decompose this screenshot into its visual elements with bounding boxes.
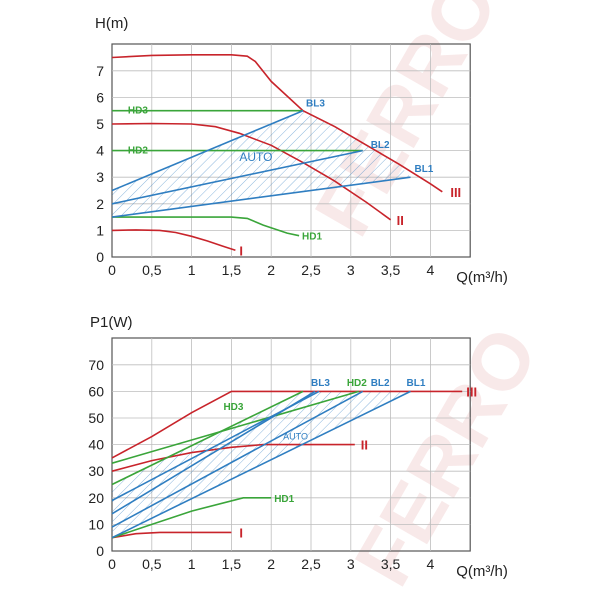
- series-line-hd3: [111, 390, 304, 486]
- x-tick-label: 2,5: [301, 262, 321, 278]
- series-label-hd1: HD1: [274, 494, 294, 505]
- series-label-bl1: BL1: [407, 378, 426, 389]
- series-line-i: [111, 531, 232, 539]
- series-line-bl1: [111, 176, 411, 218]
- x-tick-label: 2,5: [301, 556, 321, 572]
- y-tick-label: 4: [96, 143, 104, 159]
- y-tick-label: 5: [96, 116, 104, 132]
- series-line-ii: [111, 122, 392, 221]
- x-tick-label: 4: [427, 262, 435, 278]
- series-label-bl2: BL2: [371, 378, 390, 389]
- series-label-hd3: HD3: [128, 106, 148, 117]
- x-tick-label: 0: [108, 262, 116, 278]
- x-tick-label: 1,5: [222, 262, 242, 278]
- y-tick-label: 0: [96, 543, 104, 559]
- series-line-iii: [111, 54, 443, 193]
- series-line-bl2: [111, 149, 363, 205]
- y-tick-label: 3: [96, 169, 104, 185]
- y-axis-label: P1(W): [90, 314, 133, 331]
- series-label-hd2: HD2: [128, 146, 148, 157]
- series-label-hd1: HD1: [302, 232, 322, 243]
- x-axis-label: Q(m³/h): [456, 563, 508, 580]
- y-axis-label: H(m): [95, 15, 128, 32]
- series-label-ii: II: [361, 438, 368, 453]
- x-tick-label: 0,5: [142, 262, 162, 278]
- auto-label: AUTO: [283, 431, 308, 441]
- y-tick-label: 20: [88, 490, 104, 506]
- series-label-hd2: HD2: [347, 378, 367, 389]
- series-line-hd1: [112, 216, 300, 237]
- y-tick-label: 7: [96, 63, 104, 79]
- series-line-bl3: [111, 109, 304, 192]
- y-tick-label: 10: [88, 516, 104, 532]
- x-tick-label: 3,5: [381, 556, 401, 572]
- y-tick-label: 0: [96, 249, 104, 265]
- series-line-bl1: [111, 390, 411, 539]
- x-tick-label: 1,5: [222, 556, 242, 572]
- series-label-hd3: HD3: [223, 402, 243, 413]
- series-label-bl1: BL1: [414, 164, 433, 175]
- x-axis-label: Q(m³/h): [456, 269, 508, 286]
- x-tick-label: 2: [267, 262, 275, 278]
- y-tick-label: 70: [88, 357, 104, 373]
- x-tick-label: 1: [188, 556, 196, 572]
- x-tick-label: 3: [347, 262, 355, 278]
- series-line-hd2: [111, 390, 360, 464]
- series-line-iii: [111, 390, 463, 459]
- x-tick-label: 3,5: [381, 262, 401, 278]
- y-tick-label: 2: [96, 196, 104, 212]
- series-label-iii: III: [450, 185, 461, 200]
- series-line-bl-low: [111, 390, 320, 502]
- series-label-ii: II: [397, 213, 404, 228]
- x-tick-label: 1: [188, 262, 196, 278]
- series-label-bl3: BL3: [306, 99, 325, 110]
- series-line-bl2: [111, 390, 364, 528]
- head-flow-chart: 0 0,5 1 1,5 2 2,5 3 3,5 4 0 1 2 3 4 5 6 7 H(m) Q(m³/h) AUTO…: [95, 15, 508, 286]
- series-line-ii: [111, 443, 355, 472]
- y-tick-label: 1: [96, 222, 104, 238]
- y-tick-label: 6: [96, 89, 104, 105]
- power-flow-chart: 0 0,5 1 1,5 2 2,5 3 3,5 4010203040506070P1(W)Q(m…: [88, 314, 507, 580]
- y-tick-label: 60: [88, 383, 104, 399]
- x-tick-label: 0: [108, 556, 116, 572]
- x-tick-label: 2: [267, 556, 275, 572]
- y-tick-label: 50: [88, 410, 104, 426]
- series-label-iii: III: [466, 384, 477, 399]
- series-line-i: [111, 229, 236, 252]
- series-line-hd1: [111, 497, 272, 539]
- x-tick-label: 4: [427, 556, 435, 572]
- series-label-bl2: BL2: [371, 140, 390, 151]
- series-label-i: I: [239, 243, 243, 258]
- x-tick-label: 3: [347, 556, 355, 572]
- series-label-i: I: [239, 525, 243, 540]
- y-tick-label: 30: [88, 463, 104, 479]
- x-tick-label: 0,5: [142, 556, 162, 572]
- series-label-bl3: BL3: [311, 378, 330, 389]
- auto-region: [112, 110, 411, 218]
- auto-label: AUTO: [239, 150, 272, 164]
- y-tick-label: 40: [88, 437, 104, 453]
